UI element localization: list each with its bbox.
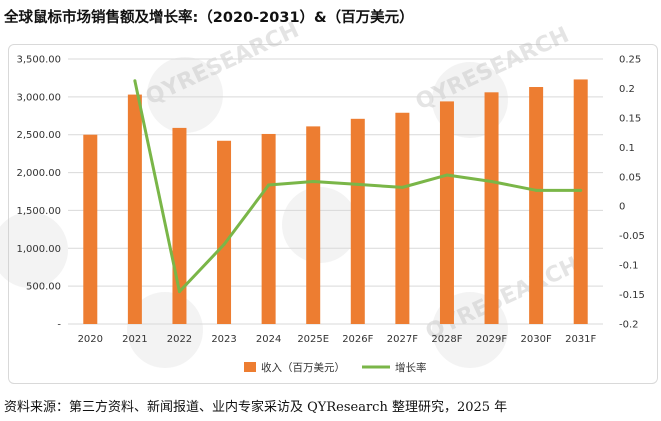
x-tick-label: 2024 — [256, 334, 281, 345]
growth-point-2022 — [177, 290, 181, 294]
right-tick-label: -0.05 — [619, 231, 645, 242]
growth-point-2025E — [311, 179, 315, 183]
bar-2025E — [306, 126, 321, 324]
bar-2024 — [261, 133, 276, 324]
x-tick-label: 2029F — [476, 334, 507, 345]
left-tick-label: 500.00 — [26, 282, 61, 293]
bar-2029F — [484, 92, 499, 324]
chart-frame — [8, 44, 658, 384]
left-tick-label: 2,500.00 — [16, 130, 61, 141]
source-note: 资料来源：第三方资料、新闻报道、业内专家采访及 QYResearch 整理研究，… — [4, 400, 508, 415]
right-tick-label: 0.2 — [619, 84, 635, 95]
right-tick-label: -0.1 — [619, 261, 639, 272]
growth-point-2024 — [267, 183, 271, 187]
right-tick-label: 0.15 — [619, 113, 641, 124]
left-tick-label: 3,000.00 — [16, 92, 61, 103]
bar-2020 — [83, 134, 98, 324]
right-tick-label: 0.25 — [619, 55, 641, 66]
legend-bar-label: 收入（百万美元） — [261, 361, 345, 374]
legend-bar-swatch — [244, 362, 256, 372]
bar-2031F — [573, 79, 588, 324]
chart-title: 全球鼠标市场销售额及增长率:（2020-2031）&（百万美元） — [4, 10, 414, 26]
right-tick-label: 0.1 — [619, 143, 635, 154]
left-tick-label: 1,500.00 — [16, 206, 61, 217]
x-tick-label: 2025E — [297, 334, 329, 345]
growth-point-2027F — [400, 185, 404, 189]
growth-point-2021 — [133, 79, 137, 83]
right-tick-label: -0.15 — [619, 290, 645, 301]
right-tick-label: -0.2 — [619, 320, 639, 331]
x-tick-label: 2021 — [122, 334, 147, 345]
bar-2027F — [395, 112, 410, 324]
x-tick-label: 2028F — [431, 334, 462, 345]
bar-2021 — [127, 94, 142, 324]
gridlines — [68, 58, 603, 325]
growth-point-2023 — [222, 243, 226, 246]
bar-2023 — [217, 140, 232, 324]
right-axis-ticks: -0.2 -0.15 -0.1 -0.05 0 0.05 0.1 0.15 0.2 0.25 — [619, 55, 645, 331]
x-tick-label: 2031F — [565, 334, 596, 345]
x-tick-label: 2023 — [211, 334, 236, 345]
bar-series — [83, 79, 588, 325]
left-tick-label: 2,000.00 — [16, 168, 61, 179]
bar-2026F — [350, 118, 365, 324]
left-tick-label: 3,500.00 — [16, 55, 61, 66]
legend: 收入（百万美元） 增长率 — [244, 361, 427, 374]
left-axis-ticks: - 500.00 1,000.00 1,500.00 2,000.00 2,500.00 3… — [16, 55, 61, 331]
right-tick-label: 0.05 — [619, 172, 641, 183]
legend-line-label: 增长率 — [395, 361, 427, 374]
line-series — [133, 79, 583, 294]
x-tick-label: 2026F — [342, 334, 373, 345]
bar-2030F — [529, 87, 544, 324]
growth-point-2031F — [579, 188, 583, 192]
x-tick-label: 2022 — [167, 334, 192, 345]
watermark-circle — [147, 57, 223, 133]
watermark-circle — [0, 212, 68, 288]
growth-point-2028F — [445, 173, 449, 177]
right-tick-label: 0 — [619, 202, 625, 213]
growth-point-2030F — [534, 188, 538, 192]
bar-2028F — [439, 101, 454, 325]
left-tick-label: 1,000.00 — [16, 244, 61, 255]
x-tick-label: 2020 — [78, 334, 103, 345]
bar-2022 — [172, 127, 187, 325]
growth-point-2026F — [356, 182, 360, 186]
x-axis-ticks: 2020 2021 2022 2023 2024 2025E 2026F 2027F 2028F… — [78, 334, 597, 345]
growth-point-2029F — [490, 179, 494, 183]
x-tick-label: 2030F — [521, 334, 552, 345]
x-tick-label: 2027F — [387, 334, 418, 345]
left-tick-label: - — [57, 320, 61, 331]
